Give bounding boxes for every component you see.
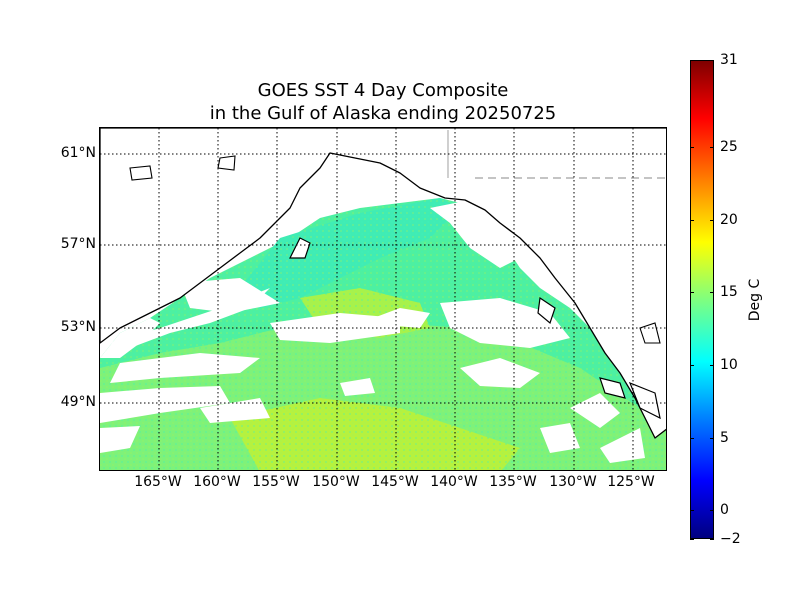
colorbar-tick-20: 20 [720, 212, 738, 228]
colorbar-tick-5: 5 [720, 430, 729, 446]
sst-map-canvas [100, 128, 666, 470]
lon-label-155w: 155°W [252, 474, 300, 490]
colorbar-tickmark [710, 438, 714, 439]
colorbar-tickmark [690, 60, 694, 61]
colorbar-tickmark [690, 292, 694, 293]
lat-label-61: 61°N [60, 145, 96, 161]
colorbar-tickmark [710, 147, 714, 148]
colorbar-tickmark [710, 220, 714, 221]
lat-label-53: 53°N [60, 319, 96, 335]
colorbar-tickmark [710, 292, 714, 293]
colorbar-tickmark [710, 365, 714, 366]
colorbar [690, 60, 714, 539]
cloud-mask [100, 198, 645, 463]
colorbar-tickmark [710, 510, 714, 511]
colorbar-tickmark [710, 60, 714, 61]
land [100, 128, 666, 439]
colorbar-tick-minus2: −2 [720, 531, 741, 547]
colorbar-tickmark [690, 220, 694, 221]
lon-label-145w: 145°W [371, 474, 419, 490]
colorbar-tick-25: 25 [720, 139, 738, 155]
graticule [100, 128, 666, 470]
colorbar-tickmark [690, 365, 694, 366]
map-title-line-2: in the Gulf of Alaska ending 20250725 [209, 103, 557, 124]
lon-label-135w: 135°W [489, 474, 537, 490]
lon-label-150w: 150°W [312, 474, 360, 490]
map-title-line-1: GOES SST 4 Day Composite [257, 80, 509, 101]
lat-label-57: 57°N [60, 236, 96, 252]
colorbar-tickmark [690, 147, 694, 148]
lon-label-140w: 140°W [430, 474, 478, 490]
lat-label-49: 49°N [60, 394, 96, 410]
colorbar-tickmark [710, 539, 714, 540]
sst-map [99, 127, 667, 471]
colorbar-tickmark [690, 539, 694, 540]
colorbar-tick-15: 15 [720, 284, 738, 300]
colorbar-tickmark [690, 438, 694, 439]
lon-label-165w: 165°W [134, 474, 182, 490]
lon-label-125w: 125°W [607, 474, 655, 490]
colorbar-tick-31: 31 [720, 52, 738, 68]
lon-label-130w: 130°W [549, 474, 597, 490]
colorbar-tickmark [690, 510, 694, 511]
colorbar-label: Deg C [747, 278, 763, 322]
lon-label-160w: 160°W [193, 474, 241, 490]
colorbar-tick-10: 10 [720, 357, 738, 373]
colorbar-tick-0: 0 [720, 502, 729, 518]
